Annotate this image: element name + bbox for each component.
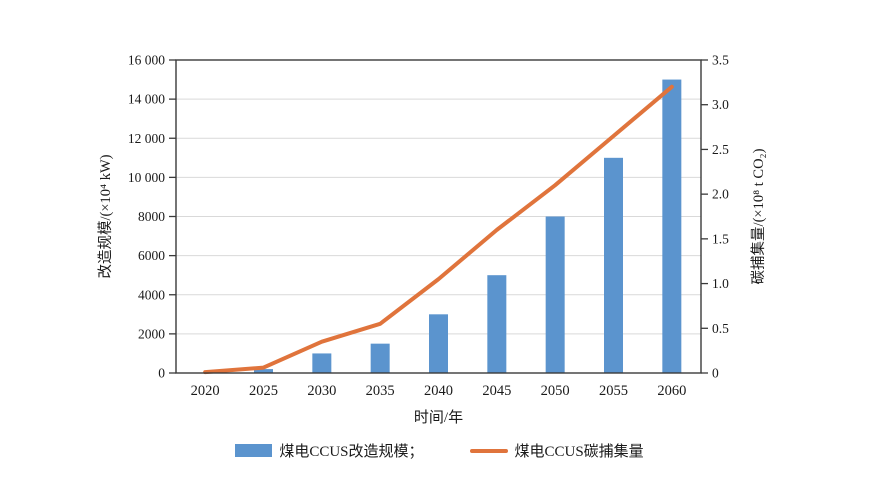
bar-2030 (312, 353, 332, 373)
legend-label-bar: 煤电CCUS改造规模； (279, 444, 424, 460)
x-axis-title: 时间/年 (414, 409, 463, 426)
line-series-swatch (469, 448, 508, 453)
right-axis-ticks: 3.5 3.0 2.5 2.0 1.5 1.0 0.5 0 (701, 53, 729, 381)
right-tick-label: 3.0 (712, 97, 729, 112)
right-tick-label: 1.5 (712, 231, 729, 246)
x-tick-label: 2030 (307, 383, 336, 399)
left-tick-label: 8000 (138, 209, 165, 224)
right-tick-label: 1.0 (712, 276, 729, 291)
chart-legend: 煤电CCUS改造规模； 煤电CCUS碳捕集量 (0, 440, 879, 461)
left-tick-label: 10 000 (128, 170, 165, 185)
legend-item-line: 煤电CCUS碳捕集量 (469, 440, 644, 461)
line-series (203, 84, 674, 375)
bar-2025 (254, 369, 273, 373)
left-tick-label: 12 000 (128, 131, 165, 146)
right-axis-title: 碳捕集量/(×10⁸ t CO₂) (750, 148, 767, 284)
x-tick-label: 2040 (424, 383, 453, 399)
bar-2040 (429, 314, 448, 373)
gridlines (176, 98, 701, 335)
right-tick-label: 0.5 (712, 321, 729, 336)
left-axis-ticks: 16 000 14 000 12 000 10 000 8000 6000 4000 2000… (128, 53, 176, 381)
bar-2045 (487, 275, 507, 373)
left-tick-label: 16 000 (128, 53, 165, 68)
bar-2035 (370, 343, 390, 373)
left-tick-label: 0 (158, 366, 165, 381)
left-tick-label: 6000 (138, 248, 165, 263)
x-tick-label: 2020 (191, 383, 220, 399)
right-tick-label: 0 (712, 366, 719, 381)
right-tick-label: 2.0 (712, 187, 729, 202)
left-axis-title: 改造规模/(×10⁴ kW) (97, 154, 114, 278)
bar-2055 (604, 157, 623, 373)
bar-2050 (545, 216, 565, 373)
legend-item-bar: 煤电CCUS改造规模； (235, 440, 424, 461)
x-axis-labels: 2020 2025 2030 2035 2040 2045 2050 2055 2060 (191, 383, 687, 399)
right-tick-label: 2.5 (712, 142, 729, 157)
x-tick-label: 2050 (541, 383, 570, 399)
right-tick-label: 3.5 (712, 53, 729, 68)
bar-2060 (662, 79, 682, 373)
bar-series (254, 79, 682, 373)
x-tick-label: 2035 (366, 383, 395, 399)
left-tick-label: 14 000 (128, 92, 165, 107)
left-tick-label: 4000 (138, 287, 165, 302)
x-tick-label: 2060 (657, 383, 686, 399)
bar-series-swatch (235, 444, 273, 457)
legend-label-line: 煤电CCUS碳捕集量 (514, 444, 644, 460)
x-tick-label: 2055 (599, 383, 628, 399)
x-tick-label: 2025 (249, 383, 278, 399)
left-tick-label: 2000 (138, 326, 165, 341)
x-tick-label: 2045 (482, 383, 511, 399)
